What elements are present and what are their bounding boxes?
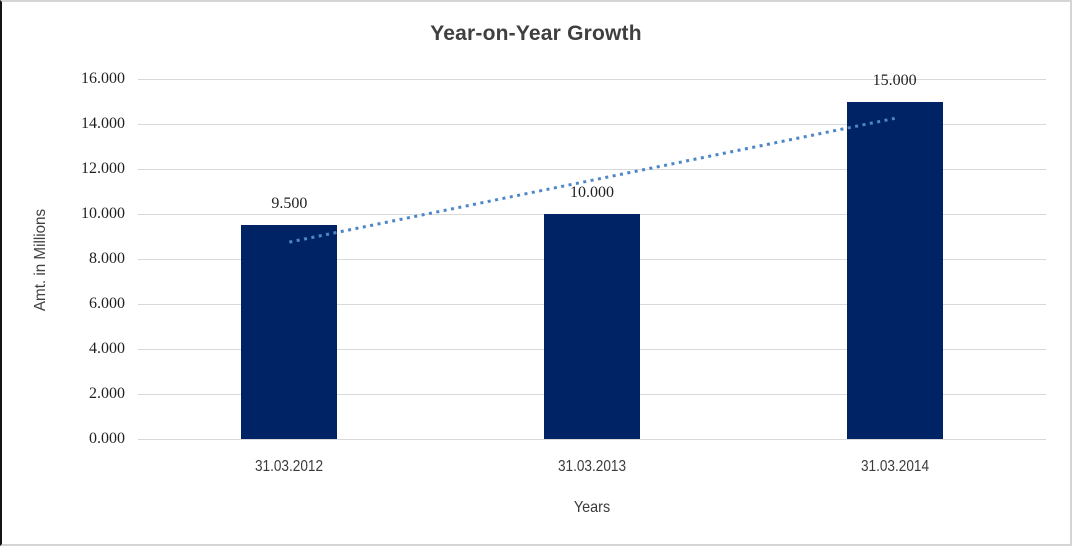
x-tick-label: 31.03.2014	[860, 458, 929, 475]
y-tick-label: 0.000	[89, 430, 125, 447]
y-tick-label: 12.000	[81, 160, 125, 177]
gridline	[138, 438, 1046, 440]
x-tick-label: 31.03.2012	[255, 458, 324, 475]
x-axis-title: Years	[573, 499, 611, 516]
gridline	[138, 168, 1046, 170]
y-tick-label: 6.000	[89, 295, 125, 312]
bar-31.03.2014	[846, 101, 943, 439]
y-tick-label: 10.000	[81, 205, 125, 222]
chart-title: Year-on-Year Growth	[430, 22, 642, 45]
bar-31.03.2013	[544, 214, 640, 439]
bar-value-label: 15.000	[872, 71, 917, 89]
y-tick-label: 2.000	[89, 385, 125, 402]
bar-31.03.2012	[241, 225, 338, 439]
bar-value-label: 10.000	[570, 184, 614, 201]
bar-value-label: 9.500	[271, 195, 308, 213]
y-tick-label: 4.000	[89, 340, 125, 357]
y-tick-label: 14.000	[81, 115, 125, 132]
gridline	[138, 78, 1046, 80]
gridline	[138, 123, 1046, 125]
y-tick-label: 16.000	[81, 70, 125, 87]
x-tick-label: 31.03.2013	[557, 458, 627, 475]
y-tick-label: 8.000	[89, 250, 125, 267]
